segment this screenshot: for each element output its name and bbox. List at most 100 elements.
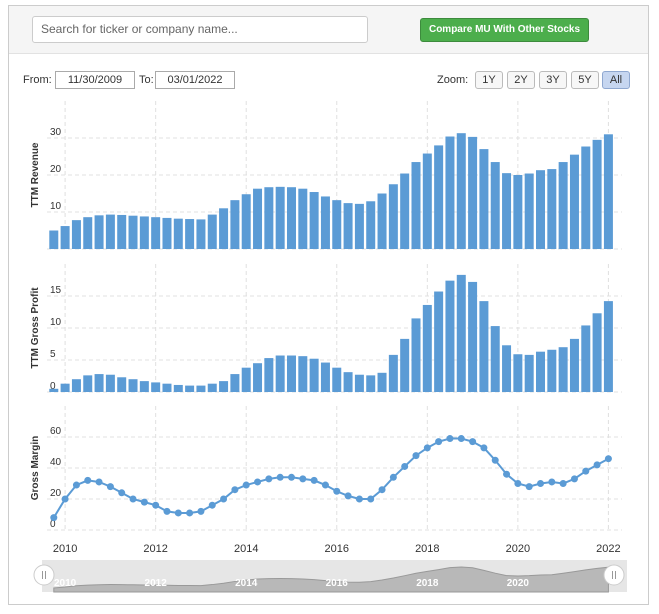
point [254,478,262,486]
point [276,473,284,481]
point [446,435,454,443]
point [174,509,182,517]
zoom-button[interactable]: 1Y [475,71,503,89]
zoom-button[interactable]: 2Y [507,71,535,89]
bar [253,363,263,392]
point [491,456,499,464]
point [604,455,612,463]
compare-button[interactable]: Compare MU With Other Stocks [420,18,589,42]
bar [139,381,149,392]
point [186,509,194,517]
x-tick-label: 2014 [234,543,258,555]
bar [230,374,240,392]
bar [377,193,387,249]
bar [298,188,308,249]
point [593,461,601,469]
bar [490,326,500,392]
point [50,514,58,522]
bar [569,338,579,392]
bar [241,194,251,249]
point [412,452,420,460]
bar [151,217,161,249]
from-date[interactable]: 11/30/2009 [55,71,135,89]
bar [513,175,523,249]
point [95,478,103,486]
bar [422,304,432,392]
point [389,473,397,481]
x-tick-label: 2018 [415,543,439,555]
point [231,486,239,494]
point [457,435,465,443]
bar [603,134,613,249]
point [355,495,363,503]
bar [581,146,591,249]
bar [320,196,330,249]
bar [422,153,432,249]
point [469,438,477,446]
bar [241,367,251,392]
zoom-button[interactable]: 5Y [571,71,599,89]
to-date[interactable]: 03/01/2022 [155,71,235,89]
bar [49,388,59,392]
bar [354,203,364,249]
x-tick-label: 2016 [325,543,349,555]
bar [343,372,353,392]
y-axis-label: TTM Gross Profit [30,287,41,369]
navigator-label: 2020 [507,578,530,589]
point [72,481,80,489]
bar [513,354,523,392]
point [367,495,375,503]
frame: Search for ticker or company name... Com… [8,5,649,605]
bar [479,149,489,249]
search-input[interactable]: Search for ticker or company name... [32,16,368,43]
bar [71,379,81,392]
y-tick-label: 15 [50,285,62,296]
y-tick-label: 10 [50,201,62,212]
to-label: To: [139,74,154,86]
bar [196,385,206,392]
bar [309,358,319,392]
x-tick-label: 2012 [143,543,167,555]
zoom-button[interactable]: All [602,71,630,89]
x-tick-label: 2022 [596,543,620,555]
bar [219,381,229,392]
point [163,507,171,515]
point [401,462,409,470]
point [570,475,578,483]
bar [320,362,330,392]
point [140,498,148,506]
bar [332,200,342,249]
bar [377,372,387,392]
bar [536,170,546,249]
bar [479,301,489,392]
point [480,444,488,452]
bar [468,281,478,392]
bar [162,383,172,392]
bar [490,162,500,249]
point [321,481,329,489]
bar [286,187,296,249]
zoom-button[interactable]: 3Y [539,71,567,89]
bar [117,377,127,392]
bar [592,313,602,392]
bar [196,219,206,249]
bar [366,375,376,392]
bar [298,356,308,392]
navigator-handle[interactable] [33,564,55,586]
bar [219,208,229,249]
point [310,476,318,484]
bar [105,374,115,392]
point [435,438,443,446]
navigator-handle[interactable] [603,564,625,586]
point [344,492,352,500]
navigator-label: 2018 [416,578,439,589]
y-tick-label: 0 [50,519,56,530]
point [503,470,511,478]
bar [207,383,217,392]
bar [264,187,274,249]
bar [173,218,183,249]
bar [286,355,296,392]
point [152,501,160,509]
point [287,473,295,481]
point [265,475,273,483]
